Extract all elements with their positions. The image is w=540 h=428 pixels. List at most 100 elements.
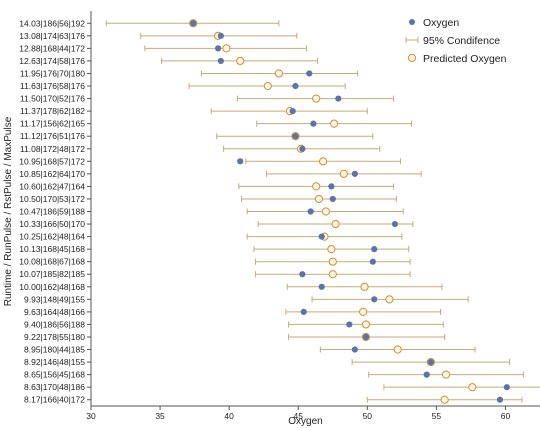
predicted-point <box>441 370 451 379</box>
x-tick-label: 40 <box>224 411 234 421</box>
y-tick-label: 10.95|168|57|172 <box>19 156 85 166</box>
predicted-point <box>440 395 449 404</box>
y-tick-label: 9.93|148|49|155 <box>24 294 85 304</box>
legend-observed-label: Oxygen <box>423 17 459 29</box>
predicted-point <box>274 69 283 78</box>
y-tick-label: 8.92|146|48|155 <box>24 357 85 367</box>
predicted-point <box>318 157 328 166</box>
y-tick-label: 11.50|170|52|176 <box>20 94 85 104</box>
predicted-point <box>468 383 477 392</box>
observed-point <box>289 108 296 115</box>
observed-point <box>503 384 510 391</box>
legend-ci-label: 95% Condifence <box>423 35 500 47</box>
y-tick-label: 13.08|174|63|176 <box>19 31 85 41</box>
y-tick-label: 10.47|186|59|188 <box>19 207 85 217</box>
observed-point <box>328 183 335 190</box>
x-tick-label: 50 <box>363 411 373 421</box>
y-tick-label: 11.37|178|62|182 <box>20 106 85 116</box>
y-tick-label: 8.17|166|40|172 <box>24 395 85 405</box>
legend-predicted-marker <box>407 53 417 63</box>
predicted-point <box>312 94 321 103</box>
observed-point <box>217 32 224 39</box>
observed-point <box>310 120 317 127</box>
y-tick-label: 10.07|185|82|185 <box>19 269 85 279</box>
x-tick-label: 60 <box>501 411 511 421</box>
y-axis: 14.03|186|56|192 13.08|174|63|176 12.88|16… <box>19 11 92 406</box>
legend-predicted-label: Predicted Oxygen <box>423 53 507 65</box>
observed-point <box>306 70 313 77</box>
observed-point <box>300 308 307 315</box>
observed-point <box>318 283 325 290</box>
observed-point <box>292 82 299 90</box>
y-tick-label: 10.08|168|67|168 <box>19 257 85 267</box>
y-tick-label: 8.95|180|44|185 <box>24 345 85 355</box>
predicted-point <box>314 194 324 204</box>
predicted-point <box>331 219 340 229</box>
predicted-point <box>360 282 369 291</box>
observed-point <box>307 208 314 215</box>
y-tick-label: 8.65|156|45|168 <box>24 370 85 380</box>
y-tick-label: 12.88|168|44|172 <box>19 43 85 53</box>
observed-point <box>318 233 325 240</box>
predicted-point <box>328 257 337 266</box>
predicted-point <box>361 320 371 329</box>
y-tick-label: 11.17|156|62|165 <box>20 119 85 129</box>
legend: Oxygen 95% Condifence Predicted Oxygen <box>405 17 507 65</box>
observed-point <box>237 158 244 165</box>
observed-point <box>427 358 434 366</box>
predicted-point <box>359 307 368 316</box>
observed-point <box>496 396 504 403</box>
y-tick-label: 9.22|178|55|180 <box>24 332 85 342</box>
observed-point <box>351 346 358 353</box>
observed-point <box>391 220 399 228</box>
predicted-point <box>236 56 245 66</box>
observed-point <box>335 95 342 102</box>
predicted-point <box>321 207 330 216</box>
observed-point <box>369 258 376 265</box>
predicted-point <box>328 270 337 279</box>
y-tick-label: 10.85|162|64|170 <box>19 169 85 179</box>
predicted-point <box>222 44 231 53</box>
x-axis: 30 35 40 45 50 55 60 <box>86 405 540 421</box>
y-tick-label: 9.63|164|48|166 <box>24 307 85 317</box>
data-points <box>189 19 510 404</box>
y-tick-label: 11.08|172|48|172 <box>20 144 85 154</box>
y-tick-label: 11.63|176|58|176 <box>20 81 85 91</box>
predicted-point <box>339 169 348 178</box>
y-tick-label: 11.12|176|51|176 <box>20 131 85 141</box>
x-axis-title: Oxygen <box>288 416 322 427</box>
observed-point <box>292 133 299 140</box>
observed-point <box>423 371 430 378</box>
observed-point <box>329 195 336 203</box>
y-tick-label: 10.13|168|45|168 <box>19 244 85 254</box>
predicted-point <box>327 245 336 254</box>
x-tick-label: 35 <box>155 411 165 421</box>
x-tick-label: 55 <box>432 411 442 421</box>
y-tick-label: 11.95|176|70|180 <box>20 68 85 78</box>
y-tick-label: 9.40|186|56|188 <box>24 319 85 329</box>
observed-point <box>299 271 306 278</box>
y-tick-label: 10.33|166|50|170 <box>19 219 85 229</box>
predicted-point <box>330 119 339 128</box>
predicted-point <box>312 182 321 191</box>
y-axis-title: Runtime / RunPulse / RstPulse / MaxPulse <box>3 116 14 306</box>
observed-point <box>371 296 378 303</box>
y-tick-label: 10.25|162|48|164 <box>19 232 85 242</box>
y-tick-label: 12.63|174|58|176 <box>19 56 85 66</box>
predicted-point <box>263 81 272 91</box>
y-tick-label: 10.00|162|48|168 <box>19 282 85 292</box>
observed-point <box>299 145 306 152</box>
x-tick-label: 45 <box>293 411 303 421</box>
y-tick-label: 14.03|186|56|192 <box>19 18 85 28</box>
x-tick-label: 30 <box>86 411 96 421</box>
observed-point <box>362 333 370 341</box>
y-tick-label: 10.60|162|47|164 <box>19 181 85 191</box>
legend-observed-marker <box>409 19 415 25</box>
observed-point <box>351 170 358 177</box>
legend-ci-marker <box>405 37 419 43</box>
y-tick-label: 8.63|170|48|186 <box>24 382 85 392</box>
observed-point <box>215 45 222 52</box>
observed-point <box>190 20 197 27</box>
